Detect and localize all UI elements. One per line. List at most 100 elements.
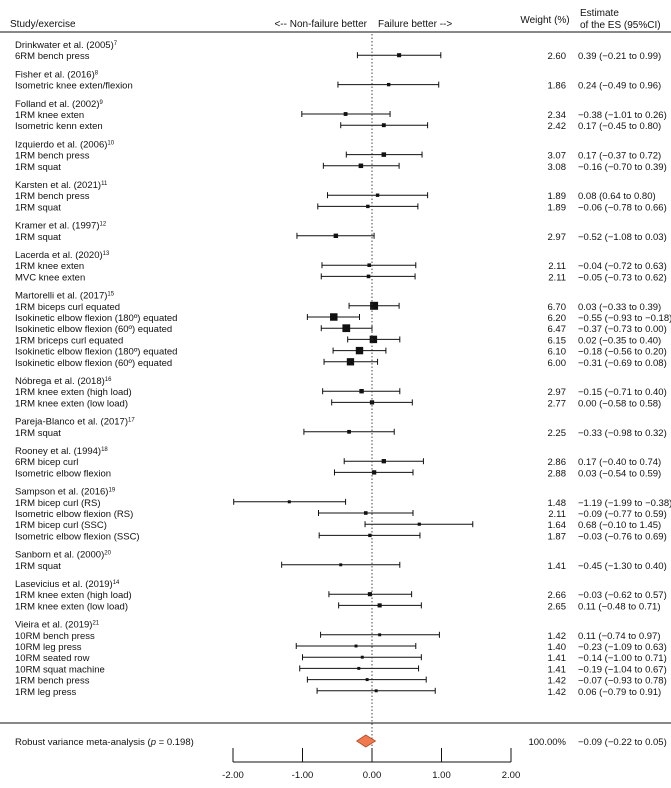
estimate-value: −0.06 (−0.78 to 0.66)	[578, 202, 667, 213]
study-name: Vieira et al. (2019)21	[15, 620, 100, 631]
estimate-value: 0.11 (−0.74 to 0.97)	[578, 631, 660, 642]
study-reference: 16	[105, 377, 112, 383]
weight-value: 1.86	[548, 81, 567, 92]
point-estimate	[366, 204, 370, 209]
exercise-label: 1RM squat	[15, 428, 61, 439]
study-reference: 20	[104, 551, 111, 557]
exercise-label: Isometric elbow flexion (SSC)	[15, 531, 140, 542]
study-reference: 12	[99, 222, 106, 228]
study-name: Lasevicius et al. (2019)14	[15, 579, 120, 590]
weight-value: 1.48	[548, 498, 567, 509]
weight-value: 6.47	[548, 324, 567, 335]
exercise-label: 10RM seated row	[15, 653, 90, 664]
weight-value: 6.10	[548, 347, 567, 358]
estimate-value: −0.52 (−1.08 to 0.03)	[578, 232, 667, 243]
x-tick-label: 1.00	[432, 770, 451, 781]
weight-value: 2.11	[548, 272, 566, 283]
x-tick-label: 0.00	[363, 770, 382, 781]
weight-value: 1.41	[548, 664, 567, 675]
estimate-row: Isometric elbow flexion (SSC) 1.87 −0.03 (…	[15, 531, 667, 542]
weight-column-header: Weight (%)	[520, 15, 569, 26]
estimate-value: 0.08 (0.64 to 0.80)	[578, 191, 656, 202]
estimate-value: 0.17 (−0.37 to 0.72)	[578, 151, 661, 162]
estimate-row: 1RM knee exten (low load) 2.65 0.11 (−0.48…	[15, 601, 660, 612]
exercise-label: 6RM bench press	[15, 51, 90, 62]
estimate-row: 1RM biceps curl equated 6.70 0.03 (−0.33 t…	[15, 302, 661, 313]
estimate-value: 0.06 (−0.79 to 0.91)	[578, 687, 661, 698]
estimate-row: Isokinetic elbow flexion (180º) equated 6…	[15, 313, 671, 324]
estimate-row: Isometric elbow flexion (RS) 2.11 −0.09 (−…	[15, 509, 667, 520]
point-estimate	[367, 263, 372, 268]
point-estimate	[343, 112, 348, 116]
x-tick-label: -2.00	[222, 770, 244, 781]
right-direction-label: Failure better -->	[378, 19, 452, 30]
point-estimate	[375, 193, 380, 197]
exercise-label: 1RM knee exten (high load)	[15, 387, 132, 398]
point-estimate	[386, 82, 391, 87]
estimate-row: 1RM squat 3.08 −0.16 (−0.70 to 0.39)	[15, 162, 667, 173]
estimate-row: 1RM squat 2.97 −0.52 (−1.08 to 0.03)	[15, 232, 667, 243]
estimate-value: 0.17 (−0.45 to 0.80)	[578, 121, 661, 132]
weight-value: 2.97	[548, 232, 567, 243]
estimate-value: −0.33 (−0.98 to 0.32)	[578, 428, 667, 439]
estimate-row: 1RM briceps curl equated 6.15 0.02 (−0.35 …	[15, 335, 661, 346]
weight-value: 2.97	[548, 387, 567, 398]
study-reference: 14	[113, 580, 120, 586]
point-estimate	[354, 644, 358, 648]
estimate-row: 1RM knee exten (low load) 2.77 0.00 (−0.58…	[15, 398, 661, 409]
estimate-row: Isokinetic elbow flexion (180º) equated 6…	[15, 347, 667, 358]
estimate-row: 6RM bicep curl 2.86 0.17 (−0.40 to 0.74)	[15, 457, 661, 468]
exercise-label: 1RM squat	[15, 561, 61, 572]
study-reference: 17	[128, 418, 135, 424]
estimate-row: Isokinetic elbow flexion (60º) equated 6.…	[15, 324, 667, 335]
study-name: Drinkwater et al. (2005)7	[15, 40, 118, 51]
estimate-value: −0.14 (−1.00 to 0.71)	[578, 653, 667, 664]
point-estimate	[347, 429, 351, 434]
exercise-label: Isometric knee exten/flexion	[15, 81, 133, 92]
estimate-value: −0.15 (−0.71 to 0.40)	[578, 387, 667, 398]
point-estimate	[358, 163, 364, 169]
point-estimate	[366, 274, 371, 279]
estimate-row: Isometric elbow flexion 2.88 0.03 (−0.54 t…	[15, 468, 661, 479]
study-reference: 11	[101, 181, 108, 187]
point-estimate	[355, 346, 364, 355]
estimate-row: 1RM squat 1.41 −0.45 (−1.30 to 0.40)	[15, 561, 667, 572]
x-tick-label: 2.00	[502, 770, 521, 781]
weight-value: 1.89	[548, 202, 567, 213]
estimate-row: 1RM bench press 3.07 0.17 (−0.37 to 0.72)	[15, 151, 661, 162]
weight-value: 2.88	[548, 468, 567, 479]
pooled-diamond	[355, 734, 377, 748]
exercise-label: 1RM knee exten (high load)	[15, 590, 132, 601]
weight-value: 2.86	[548, 457, 567, 468]
estimate-row: 1RM bench press 1.42 −0.07 (−0.93 to 0.78)	[15, 676, 667, 687]
estimate-row: 10RM seated row 1.41 −0.14 (−1.00 to 0.71)	[15, 653, 667, 664]
weight-value: 1.42	[548, 687, 567, 698]
point-estimate	[359, 388, 364, 394]
estimate-row: 1RM knee exten (high load) 2.66 −0.03 (−0.…	[15, 590, 667, 601]
exercise-label: MVC knee exten	[15, 272, 85, 283]
estimate-value: 0.11 (−0.48 to 0.71)	[578, 601, 660, 612]
point-estimate	[365, 678, 369, 682]
weight-value: 6.20	[548, 313, 567, 324]
estimate-row: 1RM knee exten 2.34 −0.38 (−1.01 to 0.26)	[15, 110, 667, 121]
point-estimate	[374, 689, 378, 693]
estimate-value: −0.55 (−0.93 to −0.18)	[578, 313, 671, 324]
estimate-value: −0.23 (−1.09 to 0.63)	[578, 642, 667, 653]
pooled-label-p: p	[150, 737, 156, 748]
point-estimate	[360, 655, 364, 659]
exercise-label: 1RM bicep curl (SSC)	[15, 520, 107, 531]
estimate-value: 0.68 (−0.10 to 1.45)	[578, 520, 661, 531]
weight-value: 1.41	[548, 653, 567, 664]
study-name: Martorelli et al. (2017)15	[15, 291, 115, 302]
weight-value: 6.15	[548, 335, 567, 346]
study-reference: 8	[95, 70, 99, 76]
